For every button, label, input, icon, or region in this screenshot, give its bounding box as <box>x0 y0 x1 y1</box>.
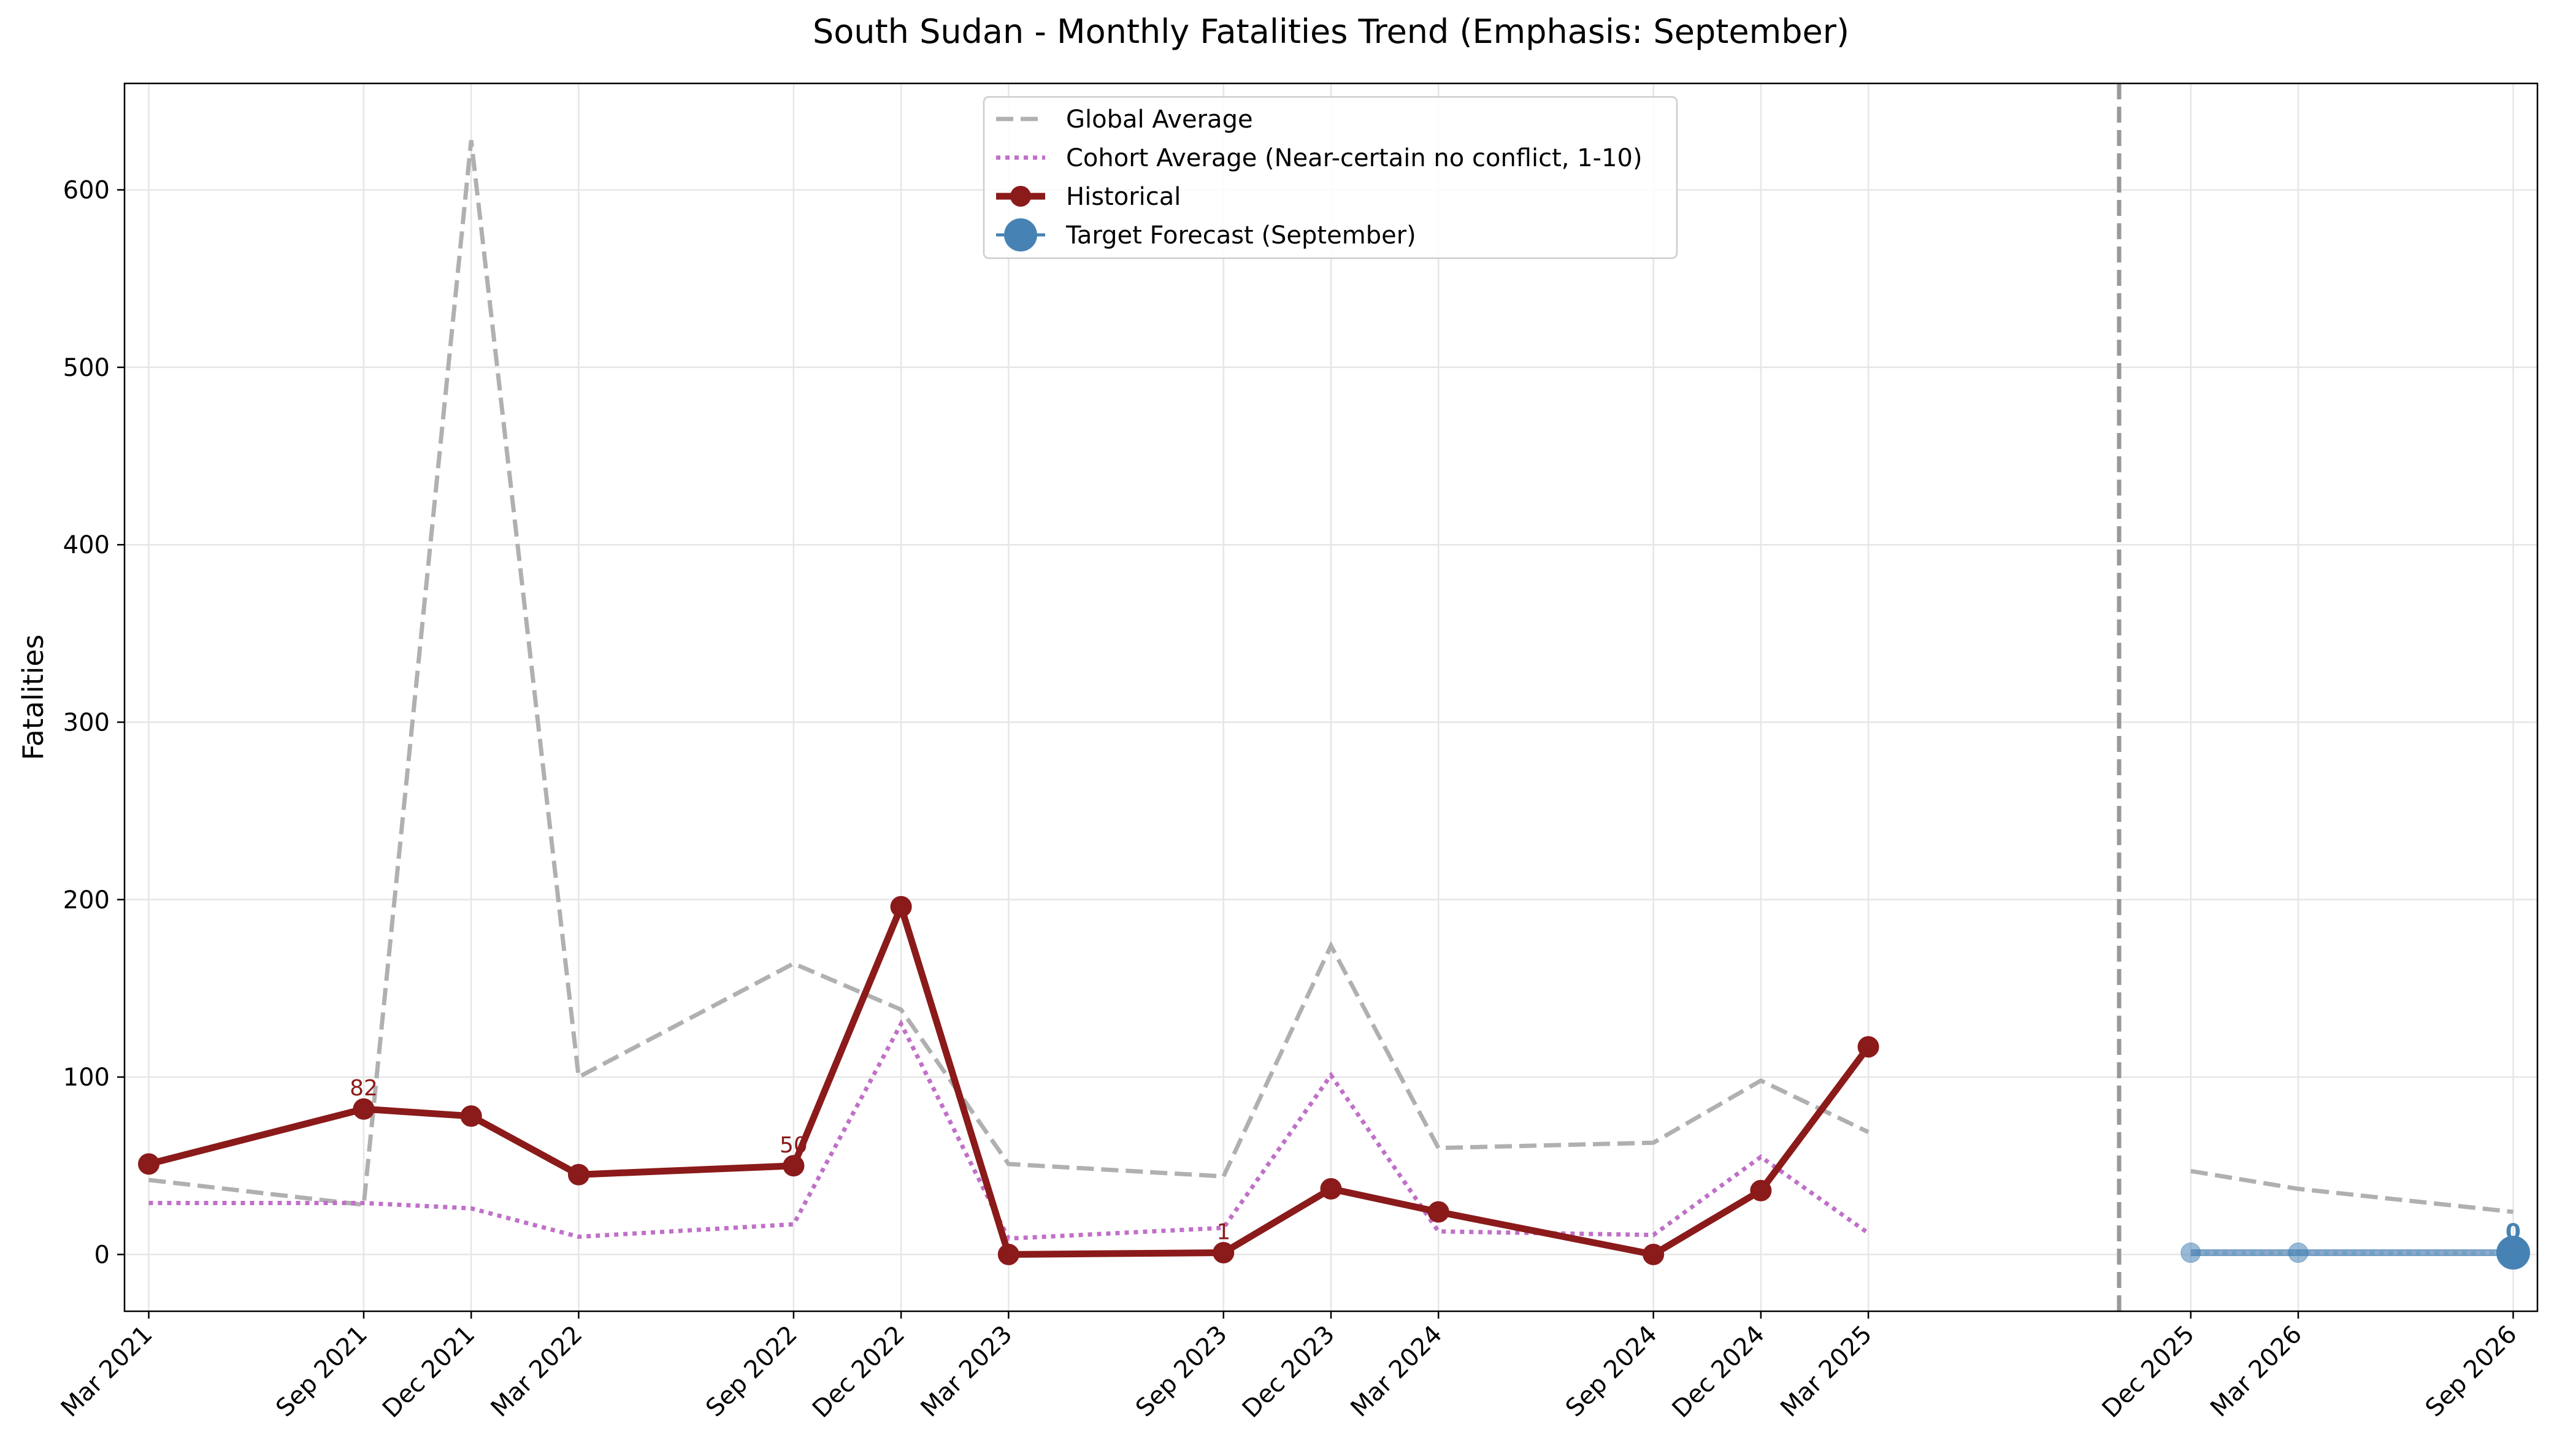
y-tick-label: 200 <box>63 886 110 914</box>
series-line <box>148 1019 1870 1241</box>
x-tick-label: Sep 2022 <box>700 1320 803 1423</box>
x-tick-label: Sep 2021 <box>270 1320 373 1423</box>
data-point <box>997 1243 1019 1265</box>
series-0 <box>148 140 1869 1208</box>
data-point <box>890 895 912 918</box>
data-point <box>1750 1179 1772 1201</box>
data-point <box>138 1153 160 1175</box>
data-point <box>2288 1243 2309 1263</box>
x-tick-label: Sep 2026 <box>2420 1320 2523 1423</box>
x-tick-label: Dec 2023 <box>1237 1320 1340 1423</box>
x-tick-label: Mar 2021 <box>56 1320 158 1423</box>
data-label: 0 <box>2506 1220 2521 1245</box>
data-point <box>1320 1178 1342 1200</box>
x-tick-label: Dec 2022 <box>807 1320 910 1423</box>
data-point <box>1427 1201 1449 1223</box>
legend: Global Average Cohort Average (Near-certa… <box>983 96 1678 259</box>
y-tick-label: 500 <box>63 354 110 382</box>
data-point <box>1857 1036 1879 1058</box>
y-tick-label: 400 <box>63 531 110 559</box>
y-tick-label: 300 <box>63 709 110 737</box>
legend-label: Historical <box>1066 183 1181 211</box>
x-tick-label: Dec 2025 <box>2097 1320 2200 1423</box>
legend-swatch-marker <box>1004 218 1037 251</box>
legend-label: Target Forecast (September) <box>1065 221 1416 250</box>
data-point <box>460 1105 482 1127</box>
data-point <box>783 1155 805 1177</box>
data-label: 1 <box>1216 1220 1230 1245</box>
chart-title: South Sudan - Monthly Fatalities Trend (… <box>813 12 1849 51</box>
x-tick-label: Mar 2025 <box>1775 1320 1877 1423</box>
series-4 <box>2180 1236 2530 1270</box>
x-tick-label: Dec 2021 <box>377 1320 480 1423</box>
x-tick-label: Mar 2024 <box>1345 1320 1448 1423</box>
series-layer: 82 50 1 0 <box>138 83 2530 1311</box>
series-2 <box>148 1019 1870 1241</box>
x-tick-label: Dec 2024 <box>1667 1320 1770 1423</box>
data-point <box>1643 1243 1665 1265</box>
grid-lines <box>125 83 2537 1311</box>
x-tick-label: Mar 2023 <box>916 1320 1018 1423</box>
y-tick-label: 600 <box>63 177 110 205</box>
data-point <box>567 1163 589 1186</box>
data-label: 50 <box>780 1133 808 1158</box>
data-point <box>353 1098 375 1120</box>
legend-label: Global Average <box>1066 105 1253 134</box>
x-tick-label: Mar 2022 <box>486 1320 588 1423</box>
y-tick-label: 0 <box>94 1241 110 1269</box>
data-point <box>2180 1243 2201 1263</box>
data-point <box>2496 1236 2530 1270</box>
y-tick-label: 100 <box>63 1063 110 1092</box>
legend-label: Cohort Average (Near-certain no conflict… <box>1066 144 1643 172</box>
y-axis-label: Fatalities <box>17 634 50 760</box>
legend-swatch-marker <box>1010 186 1031 207</box>
series-1 <box>2190 1168 2514 1214</box>
x-tick-label: Sep 2023 <box>1130 1320 1233 1423</box>
data-point <box>1213 1242 1235 1264</box>
x-tick-label: Mar 2026 <box>2205 1320 2307 1423</box>
series-line <box>2190 1168 2514 1214</box>
series-line <box>148 140 1869 1208</box>
legend-box <box>983 96 1678 259</box>
series-3 <box>138 895 1879 1265</box>
data-label: 82 <box>350 1076 378 1101</box>
x-tick-label: Sep 2024 <box>1560 1320 1663 1423</box>
